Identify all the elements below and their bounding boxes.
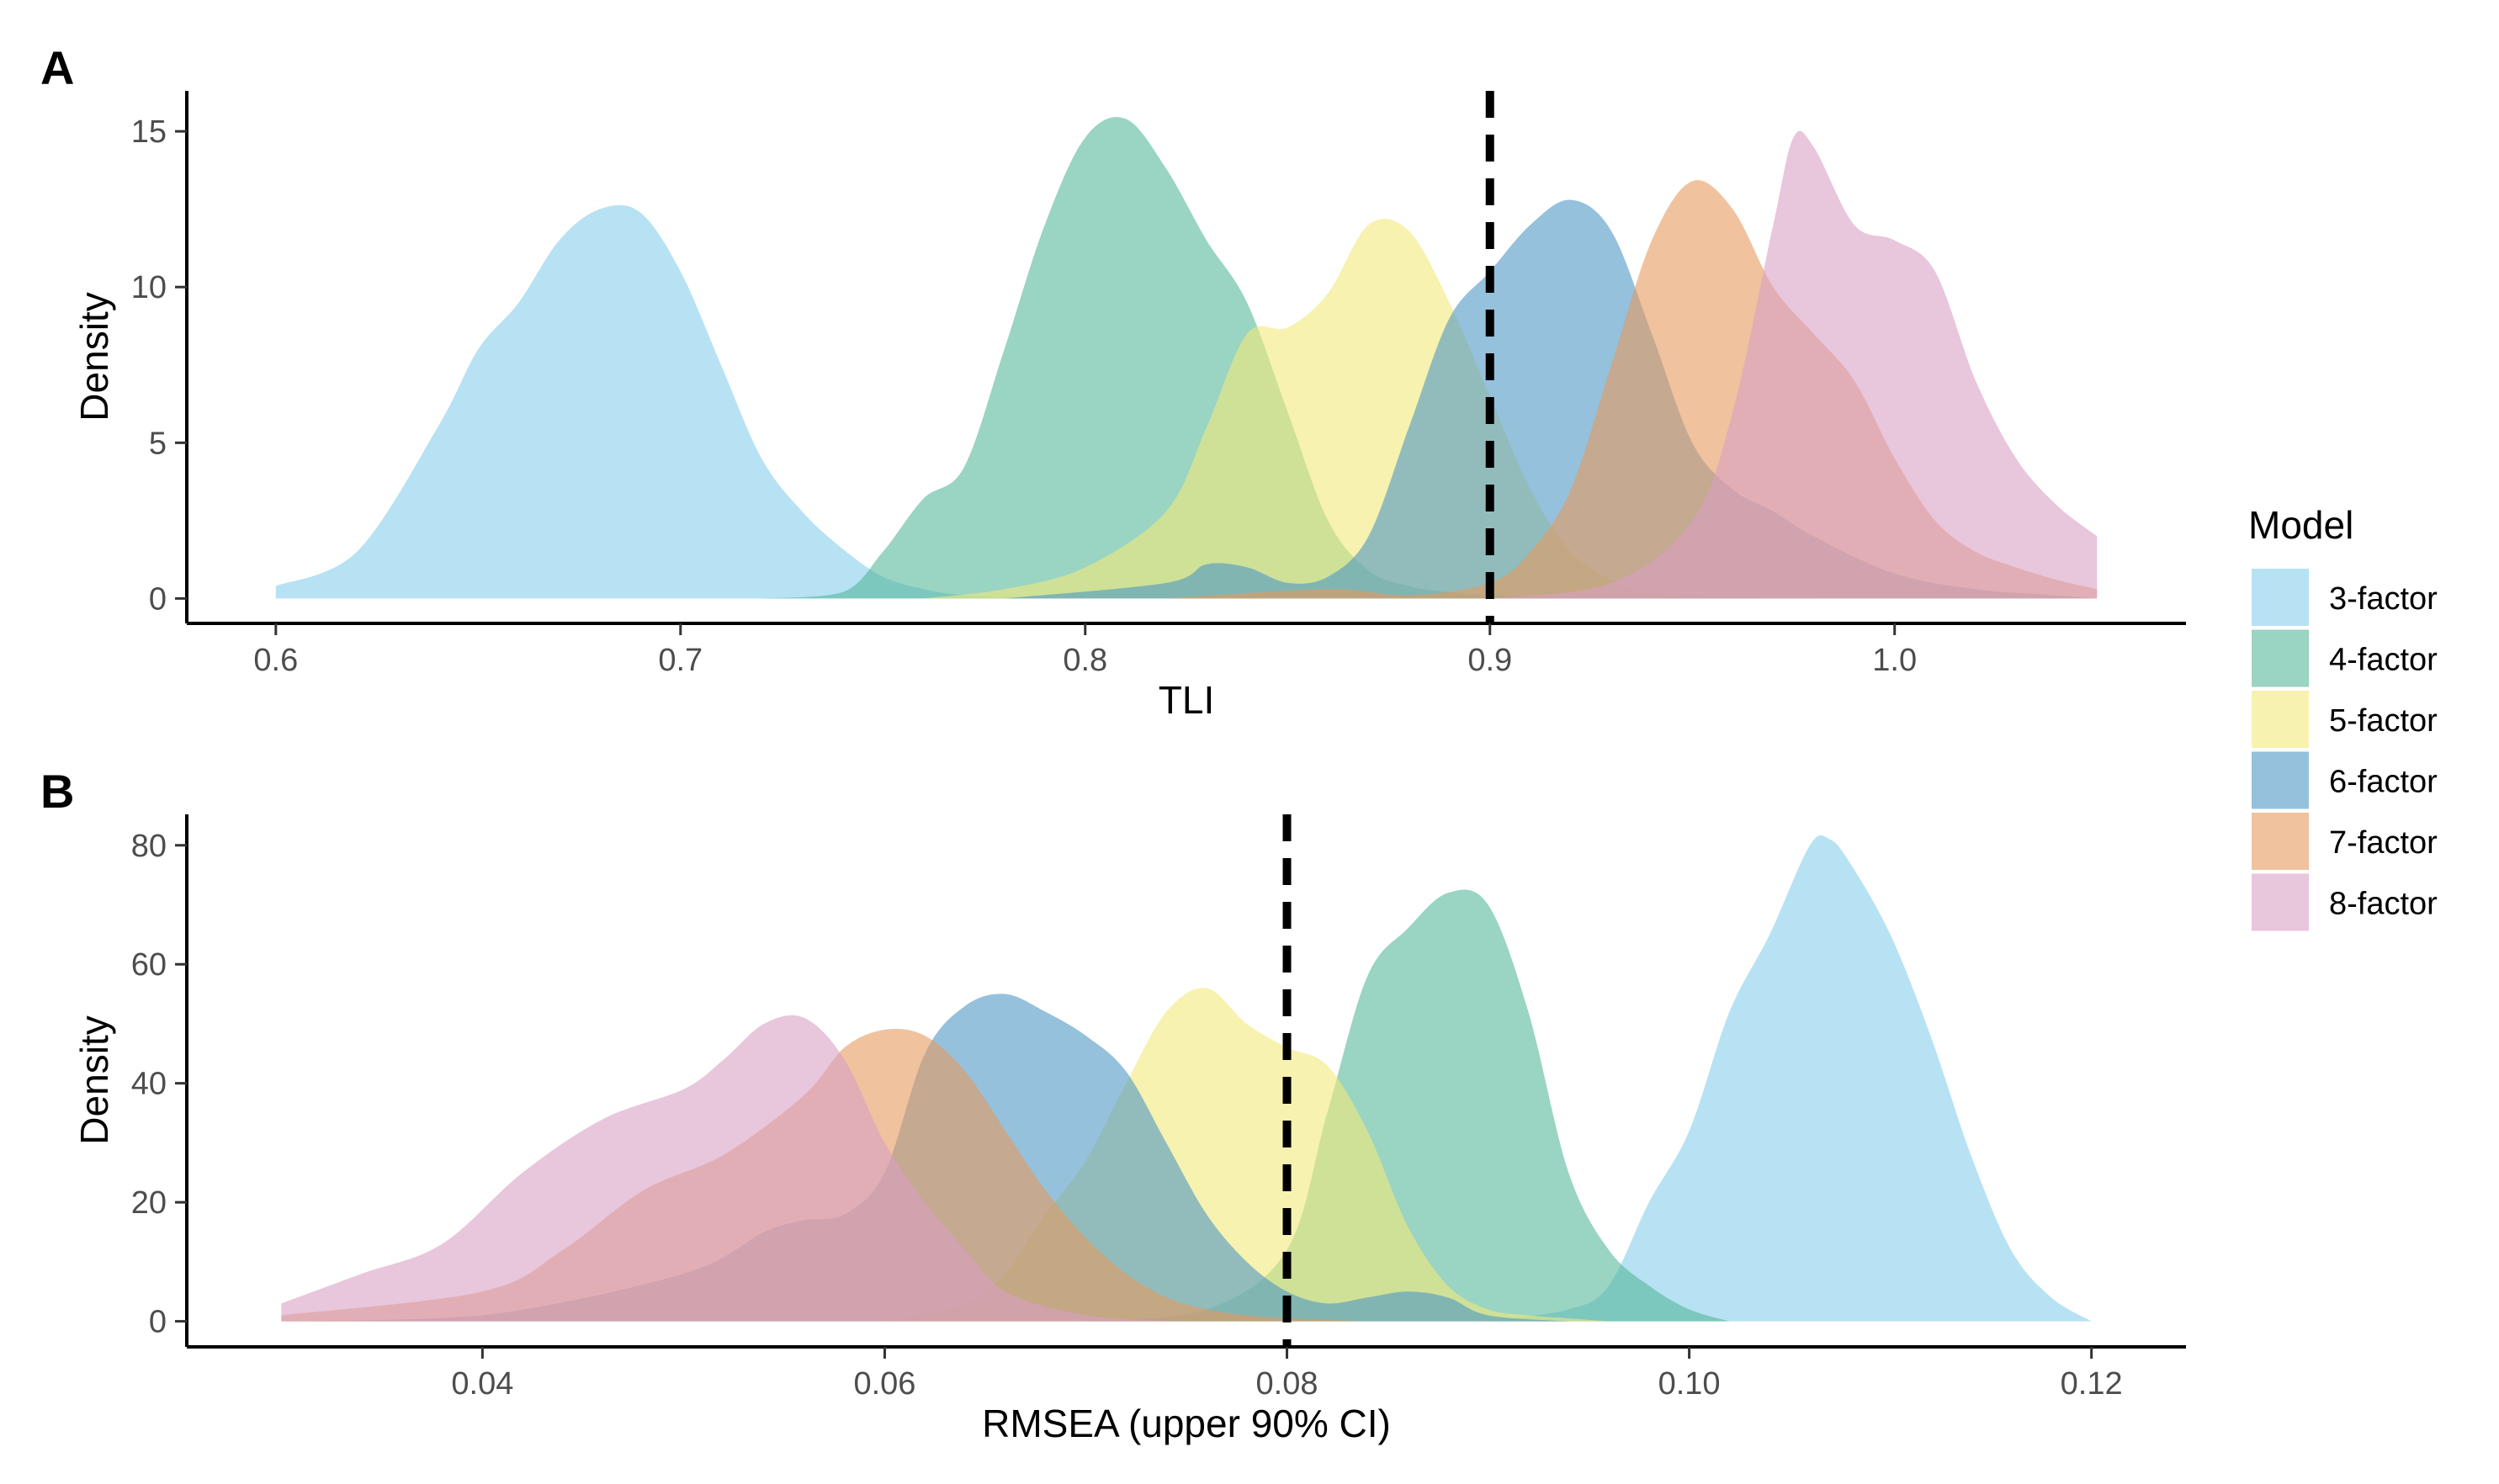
legend-label-6-factor: 6-factor — [2329, 765, 2438, 800]
x-tick-label: 0.8 — [1063, 643, 1107, 678]
panel-a-label: A — [40, 41, 74, 94]
x-tick-label: 0.7 — [658, 643, 703, 678]
panel-b-y-axis-title: Density — [72, 1015, 116, 1144]
panel-b-y-ticks: 0 20 40 60 80 — [131, 829, 187, 1340]
density-area-3-factor — [1488, 835, 2092, 1322]
legend-items: 3-factor 4-factor 5-factor 6-factor 7-factor… — [2252, 569, 2438, 931]
legend-swatch-8-factor — [2252, 873, 2309, 931]
panel-b-rmsea: B 0.04 0.06 0.08 0.10 0.12 0 20 40 60 80 RMSEA (… — [40, 765, 2186, 1445]
x-tick-label: 0.08 — [1256, 1366, 1318, 1402]
x-tick-label: 0.6 — [253, 643, 298, 678]
y-tick-label: 0 — [149, 581, 167, 617]
legend-swatch-6-factor — [2252, 751, 2309, 809]
x-tick-label: 0.10 — [1658, 1366, 1721, 1402]
panel-b-x-ticks: 0.04 0.06 0.08 0.10 0.12 — [451, 1347, 2123, 1402]
density-area-8-factor — [281, 1015, 1186, 1322]
legend: Model 3-factor 4-factor 5-factor 6-factor 7-… — [2248, 503, 2438, 931]
panel-a-x-ticks: 0.6 0.7 0.8 0.9 1.0 — [253, 623, 1917, 678]
y-tick-label: 80 — [131, 829, 167, 864]
panel-a-tli: A 0.6 0.7 0.8 0.9 1.0 0 5 10 15 TLI Density — [40, 41, 2186, 722]
legend-swatch-3-factor — [2252, 569, 2309, 626]
panel-b-density-areas — [281, 835, 2092, 1322]
panel-a-x-axis-title: TLI — [1159, 678, 1214, 722]
density-area-4-factor — [761, 117, 1814, 599]
panel-b-label: B — [40, 765, 74, 818]
panel-a-y-axis-title: Density — [72, 292, 116, 421]
y-tick-label: 10 — [131, 270, 167, 305]
density-area-3-factor — [275, 204, 1166, 599]
x-tick-label: 1.0 — [1872, 643, 1917, 678]
legend-label-5-factor: 5-factor — [2329, 703, 2438, 739]
density-area-5-factor — [923, 219, 1895, 599]
y-tick-label: 5 — [149, 426, 167, 461]
legend-swatch-5-factor — [2252, 691, 2309, 748]
legend-title: Model — [2248, 503, 2353, 547]
legend-label-7-factor: 7-factor — [2329, 825, 2438, 861]
x-tick-label: 0.06 — [853, 1366, 915, 1402]
legend-label-4-factor: 4-factor — [2329, 643, 2438, 678]
legend-label-3-factor: 3-factor — [2329, 581, 2438, 617]
x-tick-label: 0.9 — [1467, 643, 1512, 678]
y-tick-label: 60 — [131, 947, 167, 983]
y-tick-label: 20 — [131, 1185, 167, 1221]
x-tick-label: 0.12 — [2061, 1366, 2123, 1402]
legend-swatch-7-factor — [2252, 813, 2309, 870]
y-tick-label: 0 — [149, 1305, 167, 1340]
y-tick-label: 40 — [131, 1067, 167, 1102]
legend-swatch-4-factor — [2252, 629, 2309, 687]
panel-a-y-ticks: 0 5 10 15 — [131, 114, 187, 617]
density-area-4-factor — [1085, 889, 1730, 1322]
y-tick-label: 15 — [131, 114, 167, 150]
density-area-6-factor — [1004, 199, 2098, 599]
panel-a-density-areas — [275, 117, 2098, 599]
x-tick-label: 0.04 — [451, 1366, 513, 1402]
legend-label-8-factor: 8-factor — [2329, 887, 2438, 922]
panel-b-x-axis-title: RMSEA (upper 90% CI) — [982, 1402, 1391, 1445]
density-area-8-factor — [1489, 130, 2098, 599]
